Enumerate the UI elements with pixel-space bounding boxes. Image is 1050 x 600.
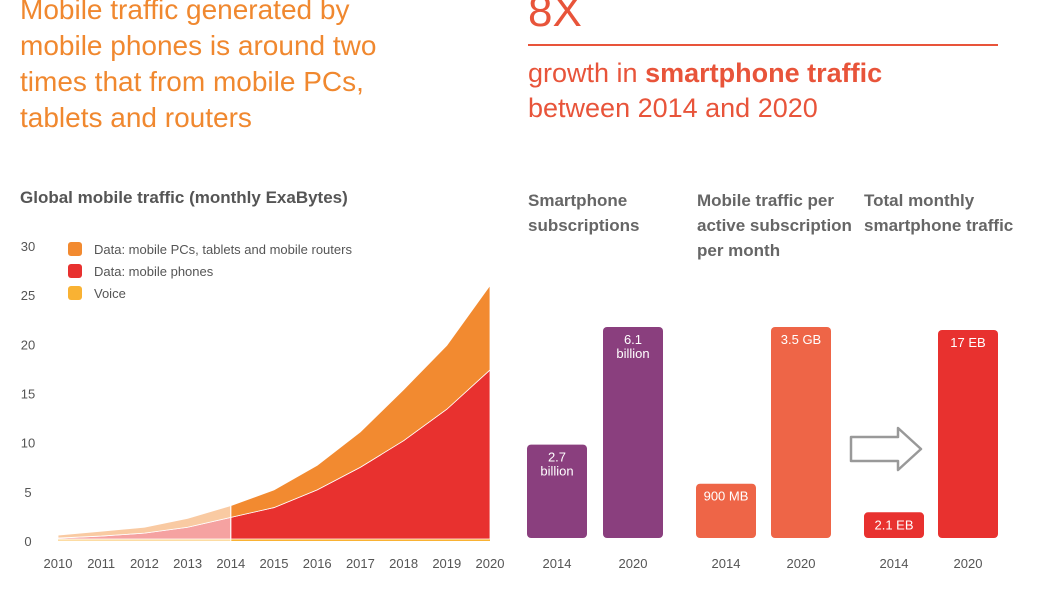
- area-series-pcs-tablets-routers-forecast: [230, 284, 491, 518]
- total-traffic-panel-title: Total monthly smartphone traffic: [864, 191, 1014, 235]
- bar-value-label: 2.7: [548, 450, 566, 465]
- y-tick-label: 30: [21, 239, 35, 254]
- legend-item-mobile-phones: Data: mobile phones: [68, 260, 352, 282]
- x-tick-label: 2020: [476, 556, 505, 571]
- bar-category-label: 2014: [880, 556, 909, 571]
- x-tick-label: 2012: [130, 556, 159, 571]
- headline: Mobile traffic generated by mobile phone…: [20, 0, 377, 133]
- bar-value-label: billion: [616, 346, 649, 361]
- x-tick-label: 2017: [346, 556, 375, 571]
- bar-traffic-per-sub-2014: [696, 483, 756, 538]
- y-tick-label: 5: [24, 485, 31, 500]
- legend-swatch-voice: [68, 286, 82, 300]
- y-tick-label: 25: [21, 288, 35, 303]
- bar-category-label: 2020: [954, 556, 983, 571]
- growth-period: between 2014 and 2020: [528, 93, 818, 123]
- legend-label-mobile-phones: Data: mobile phones: [94, 263, 214, 279]
- x-tick-label: 2015: [260, 556, 289, 571]
- y-tick-label: 0: [24, 534, 31, 549]
- area-series-voice-forecast: [230, 539, 491, 541]
- x-tick-label: 2019: [432, 556, 461, 571]
- legend-label-voice: Voice: [94, 285, 126, 301]
- bar-category-label: 2014: [543, 556, 572, 571]
- bar-value-label: 6.1: [624, 332, 642, 347]
- y-tick-label: 15: [21, 387, 35, 402]
- growth-prefix: growth in: [528, 58, 646, 88]
- growth-figure: 8X: [528, 0, 582, 36]
- x-tick-label: 2011: [87, 556, 115, 571]
- y-tick-label: 20: [21, 337, 35, 352]
- bar-total-traffic-2014: [864, 512, 924, 538]
- bar-subscriptions-2020: [603, 327, 663, 538]
- legend-item-pcs-tablets-routers: Data: mobile PCs, tablets and mobile rou…: [68, 238, 352, 260]
- bar-category-label: 2020: [619, 556, 648, 571]
- traffic-per-sub-panel-title: Mobile traffic per active subscription p…: [697, 191, 852, 260]
- bar-value-label: 3.5 GB: [781, 332, 821, 347]
- x-tick-label: 2013: [173, 556, 202, 571]
- x-tick-label: 2014: [216, 556, 245, 571]
- legend-swatch-mobile-phones: [68, 264, 82, 278]
- area-series-voice-historical: [58, 539, 231, 541]
- y-tick-label: 10: [21, 436, 35, 451]
- subscriptions-panel-title: Smartphone subscriptions: [528, 191, 640, 235]
- x-tick-label: 2016: [303, 556, 332, 571]
- bar-value-label: 17 EB: [950, 335, 985, 350]
- area-chart-legend: Data: mobile PCs, tablets and mobile rou…: [68, 238, 352, 304]
- bar-traffic-per-sub-2020: [771, 327, 831, 538]
- legend-label-pcs-tablets-routers: Data: mobile PCs, tablets and mobile rou…: [94, 241, 352, 257]
- area-chart-title: Global mobile traffic (monthly ExaBytes): [20, 188, 348, 207]
- growth-highlight: smartphone traffic: [645, 58, 883, 88]
- bar-category-label: 2014: [712, 556, 741, 571]
- bar-value-label: billion: [540, 464, 573, 479]
- bar-category-label: 2020: [787, 556, 816, 571]
- bar-total-traffic-2020: [938, 330, 998, 538]
- bar-subscriptions-2014: [527, 444, 587, 538]
- bar-value-label: 900 MB: [704, 489, 749, 504]
- bar-value-label: 2.1 EB: [874, 517, 913, 532]
- x-tick-label: 2010: [44, 556, 73, 571]
- legend-item-voice: Voice: [68, 282, 352, 304]
- legend-swatch-pcs-tablets-routers: [68, 242, 82, 256]
- growth-description: growth in smartphone traffic between 201…: [528, 56, 1008, 126]
- x-tick-label: 2018: [389, 556, 418, 571]
- growth-arrow-icon: [849, 426, 923, 472]
- stat-divider: [528, 44, 998, 46]
